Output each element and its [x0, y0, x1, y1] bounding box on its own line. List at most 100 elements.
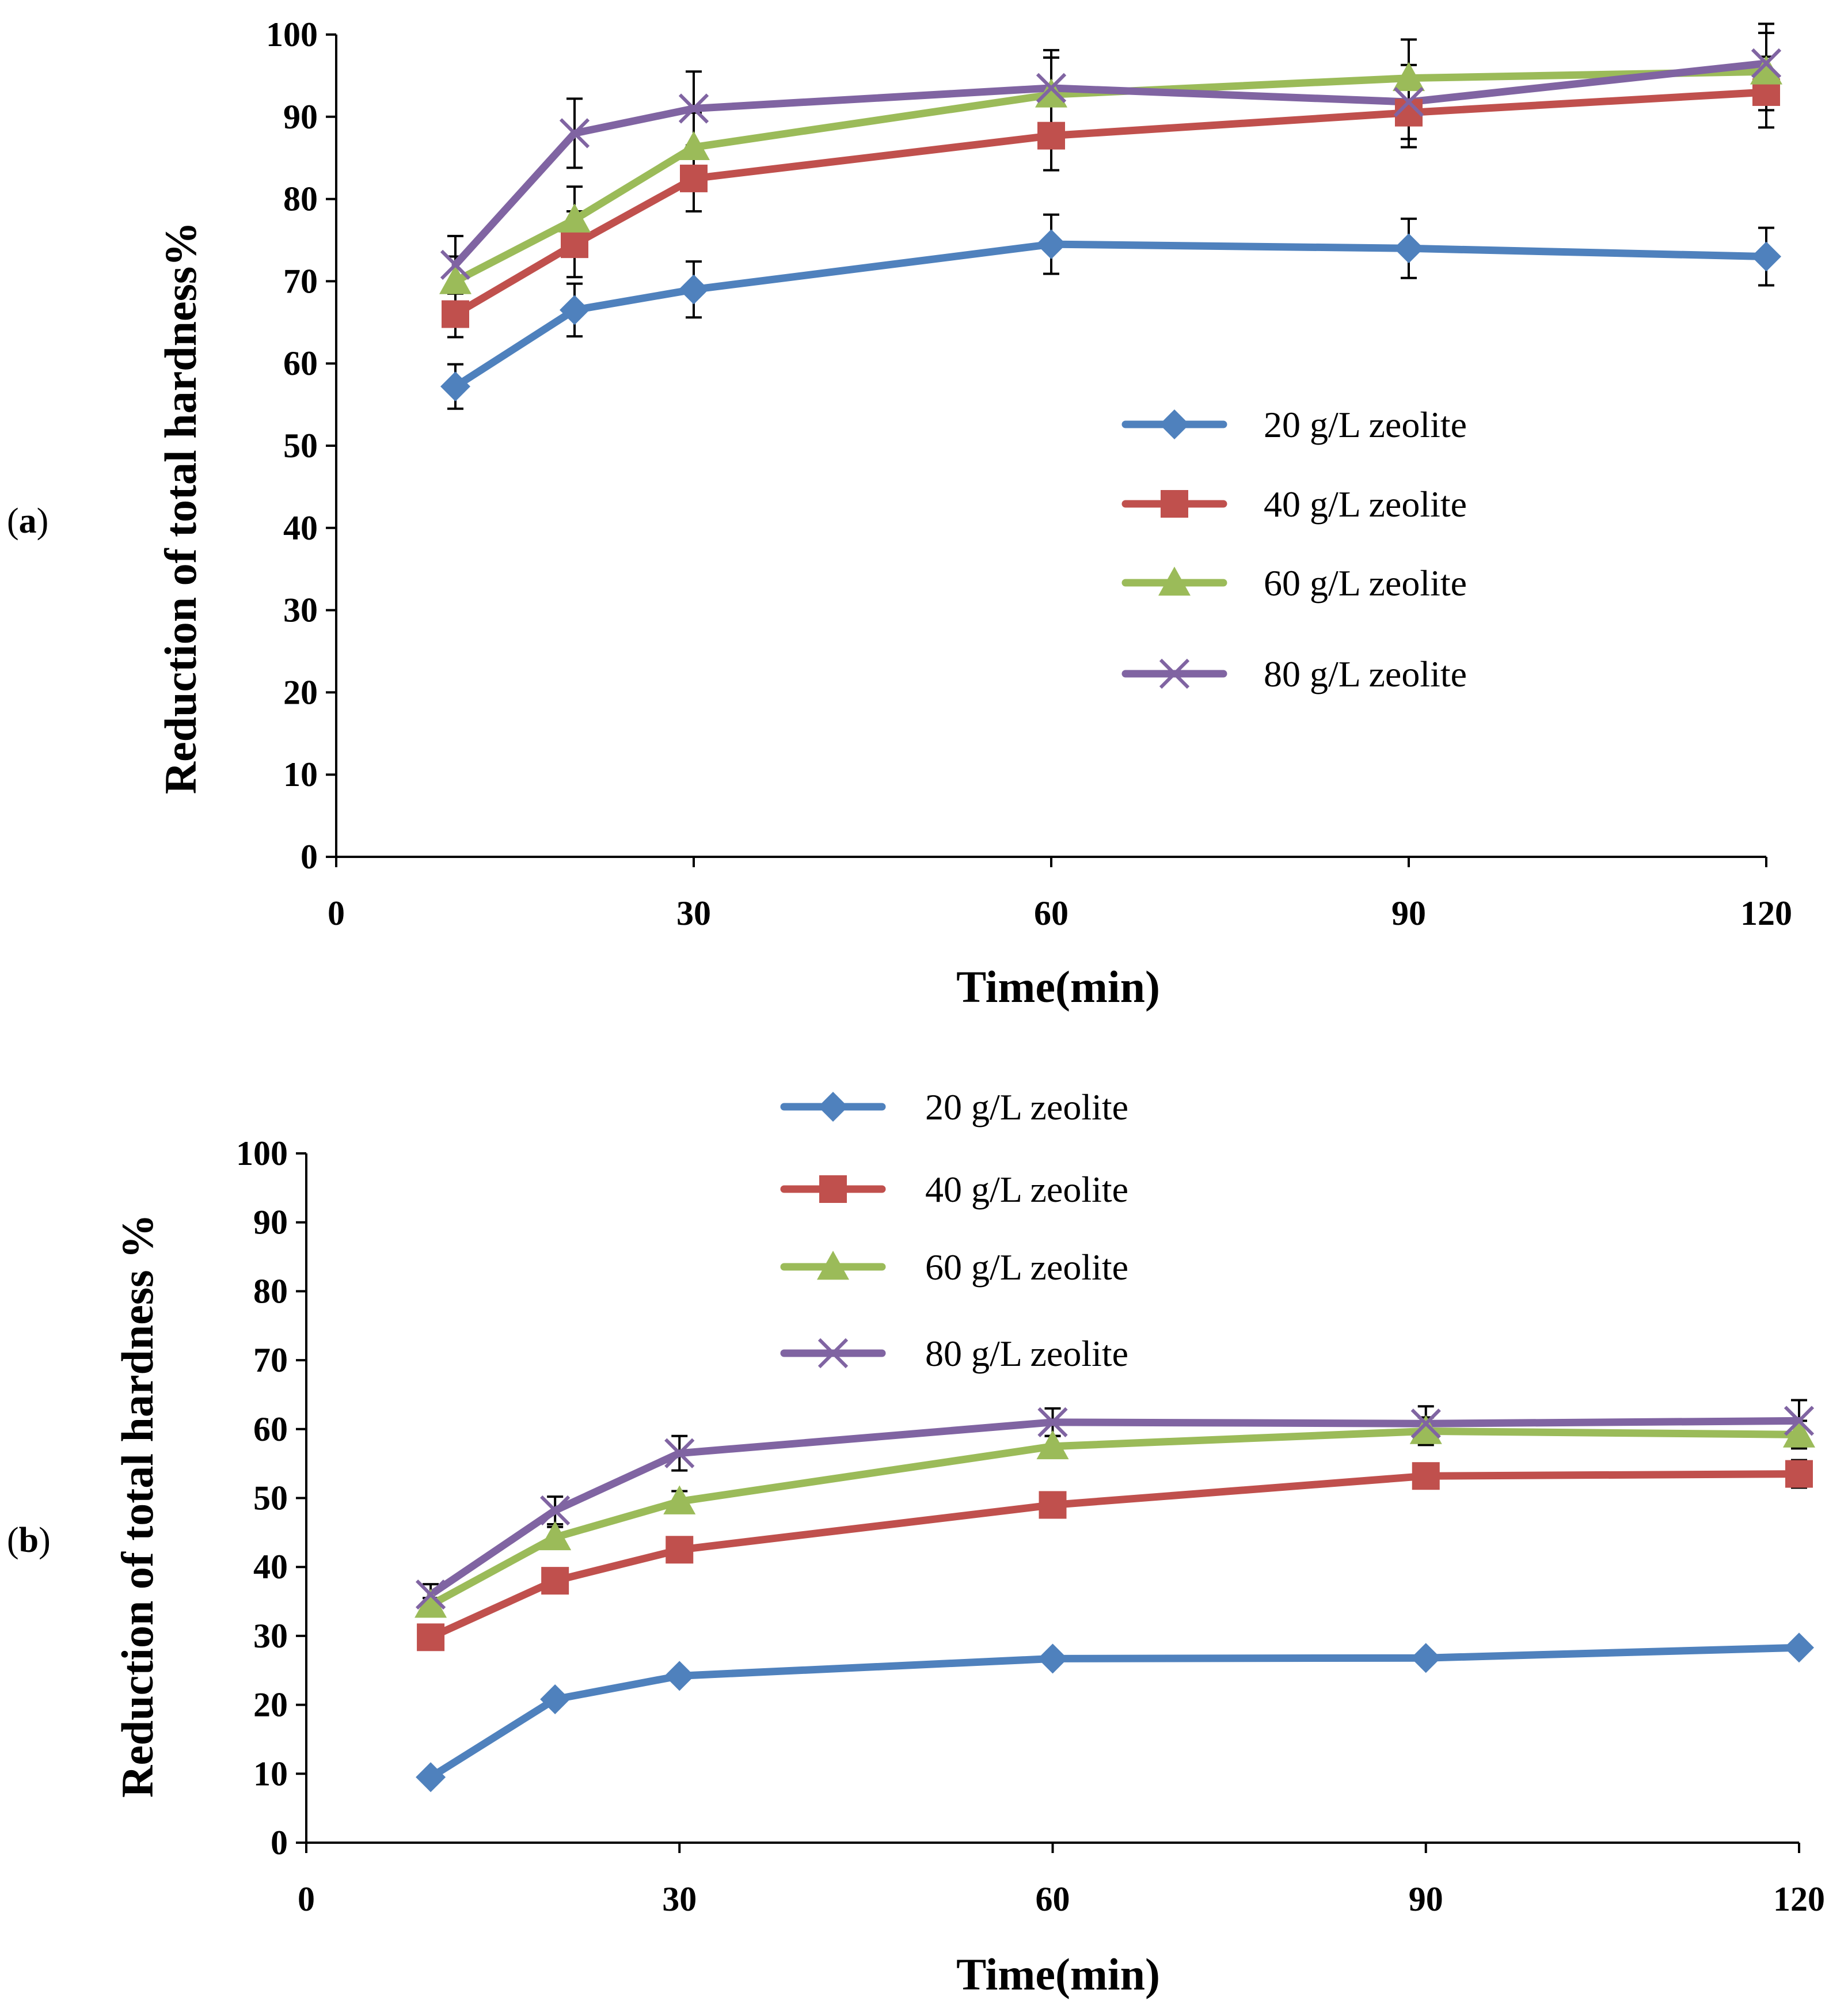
chart-a-data-point-4-stroke-2	[1751, 48, 1782, 79]
chart-a-legend-item-4: 80 g/L zeolite	[1121, 654, 1467, 694]
chart-b-ytick-label: 60	[253, 1410, 288, 1448]
chart-a-ytick-label: 10	[283, 755, 318, 794]
chart-a-data-point-1	[1036, 229, 1066, 260]
chart-b-legend-label: 80 g/L zeolite	[925, 1333, 1128, 1374]
chart-a-xlabel: Time(min)	[956, 962, 1160, 1012]
chart-b-xtick-label: 120	[1773, 1880, 1825, 1918]
chart-a-data-point-1	[1751, 241, 1781, 272]
chart-b-series	[415, 1406, 1815, 1793]
chart-a-xtick-label: 60	[1034, 894, 1069, 932]
chart-a-series-line-2	[451, 88, 1770, 318]
chart-a-legend-item-1: 20 g/L zeolite	[1121, 404, 1467, 445]
chart-b-data-point-3	[663, 1485, 696, 1514]
chart-b-xtick-label: 60	[1036, 1880, 1070, 1918]
chart-b-data-point-4-stroke-2	[540, 1495, 571, 1526]
chart-a-data-point-3	[678, 131, 710, 161]
chart-a-legend-label: 20 g/L zeolite	[1264, 404, 1467, 445]
chart-b-ytick-label: 30	[253, 1617, 288, 1655]
chart-a-data-point-4-stroke-2	[678, 93, 709, 124]
chart-b-legend-label: 40 g/L zeolite	[925, 1169, 1128, 1210]
chart-b-data-point-2	[1412, 1462, 1440, 1490]
chart-b-series-line-3	[427, 1427, 1803, 1609]
chart-b-data-point-4-stroke-2	[1037, 1407, 1068, 1437]
chart-b-ytick-label: 50	[253, 1479, 288, 1517]
chart-a-series	[439, 48, 1782, 402]
chart-b-data-point-4	[540, 1495, 571, 1526]
chart-a-legend: 20 g/L zeolite 40 g/L zeolite 60 g/L zeoli…	[1121, 404, 1467, 694]
chart-b-data-point-1	[540, 1684, 571, 1715]
chart-a-data-point-4	[559, 118, 590, 149]
chart-a-ytick-label: 80	[283, 180, 318, 218]
chart-b-xtick-label: 30	[662, 1880, 697, 1918]
chart-a-legend-label: 60 g/L zeolite	[1264, 563, 1467, 603]
chart-b-data-point-3	[1409, 1415, 1442, 1444]
chart-b-data-point-2	[666, 1536, 694, 1564]
panel-b-label: (b)	[7, 1521, 51, 1560]
chart-a-ytick-label: 20	[283, 673, 318, 711]
chart-b-ytick-label: 70	[253, 1341, 288, 1379]
chart-a-data-point-4	[1393, 86, 1424, 117]
chart-a-data-point-2	[680, 164, 708, 192]
chart-b-legend-item-3: 60 g/L zeolite	[780, 1247, 1128, 1288]
chart-b-data-point-3	[539, 1521, 572, 1551]
chart-a-data-point-4	[678, 93, 709, 124]
chart-b-data-point-1	[1037, 1643, 1068, 1674]
chart-a-data-point-3	[1750, 55, 1782, 85]
chart-b-data-point-3	[415, 1589, 447, 1618]
chart-b-data-point-1	[1784, 1632, 1814, 1663]
chart-a-data-point-4-stroke-2	[440, 249, 471, 280]
chart-b-data-point-4	[415, 1579, 446, 1610]
chart-a-series-line-4	[451, 59, 1770, 269]
chart-b-data-point-4	[1037, 1407, 1068, 1437]
chart-a-data-point-3	[439, 265, 471, 294]
chart-a-data-point-4-stroke-2	[1393, 86, 1424, 117]
chart-a-legend-item-3: 60 g/L zeolite	[1121, 563, 1467, 603]
chart-a-data-point-2	[1037, 122, 1065, 150]
chart-b-legend: 20 g/L zeolite 40 g/L zeolite 60 g/L zeoli…	[780, 1087, 1128, 1374]
chart-a-ytick-label: 0	[301, 838, 318, 876]
chart-a-ytick-label: 60	[283, 344, 318, 382]
chart-a-data-point-3	[1393, 62, 1425, 92]
chart-b-series-line-1	[427, 1643, 1803, 1781]
chart-a-xtick-label: 30	[676, 894, 711, 932]
chart-a-xtick-label: 90	[1391, 894, 1426, 932]
chart-a-ytick-label: 90	[283, 98, 318, 136]
chart-b-data-point-4-stroke-2	[415, 1579, 446, 1610]
chart-b-data-point-4-stroke-2	[664, 1438, 695, 1468]
chart-b-legend-marker	[818, 1092, 848, 1122]
chart-a-series-line-3	[451, 67, 1770, 285]
chart-a-legend-marker	[1159, 658, 1190, 689]
chart-a-data-point-4-stroke-2	[1036, 73, 1067, 103]
chart-a-data-point-1	[440, 371, 470, 402]
chart-a-data-point-4-stroke-2	[559, 118, 590, 149]
chart-a-xtick-label: 120	[1740, 894, 1792, 932]
chart-b-xtick-label: 0	[298, 1880, 315, 1918]
chart-a-ytick-label: 30	[283, 591, 318, 629]
chart-a-data-point-2	[442, 300, 469, 328]
chart-b: Reduction of total hardness % Time(min) …	[112, 1087, 1825, 1999]
chart-b-data-point-4	[664, 1438, 695, 1468]
chart-a-data-point-1	[1394, 233, 1424, 264]
chart-a-legend-marker	[1158, 567, 1191, 596]
chart-a-data-point-4	[440, 249, 471, 280]
chart-b-legend-item-2: 40 g/L zeolite	[780, 1169, 1128, 1210]
chart-b-ytick-label: 20	[253, 1686, 288, 1724]
panel-a-label: (a)	[7, 502, 48, 541]
chart-a-ylabel: Reduction of total hardness%	[155, 222, 206, 795]
chart-b-ytick-label: 40	[253, 1548, 288, 1586]
chart-a-legend-label: 40 g/L zeolite	[1264, 484, 1467, 525]
chart-a-series-line-1	[451, 240, 1770, 390]
chart-b-legend-item-1: 20 g/L zeolite	[780, 1087, 1128, 1127]
chart-b-legend-marker	[817, 1338, 849, 1369]
chart-b-data-point-2	[1785, 1460, 1813, 1488]
chart-a-ytick-label: 100	[266, 16, 318, 54]
chart-b-ytick-label: 80	[253, 1272, 288, 1310]
chart-b-data-point-2	[417, 1623, 445, 1651]
chart-a-data-point-2	[561, 230, 588, 259]
chart-b-xlabel: Time(min)	[956, 1949, 1160, 1999]
chart-a-legend-marker	[1159, 409, 1189, 439]
chart-a-legend-item-2: 40 g/L zeolite	[1121, 484, 1467, 525]
chart-b-ylabel: Reduction of total hardness %	[112, 1214, 162, 1798]
chart-b-ytick-label: 10	[253, 1755, 288, 1793]
